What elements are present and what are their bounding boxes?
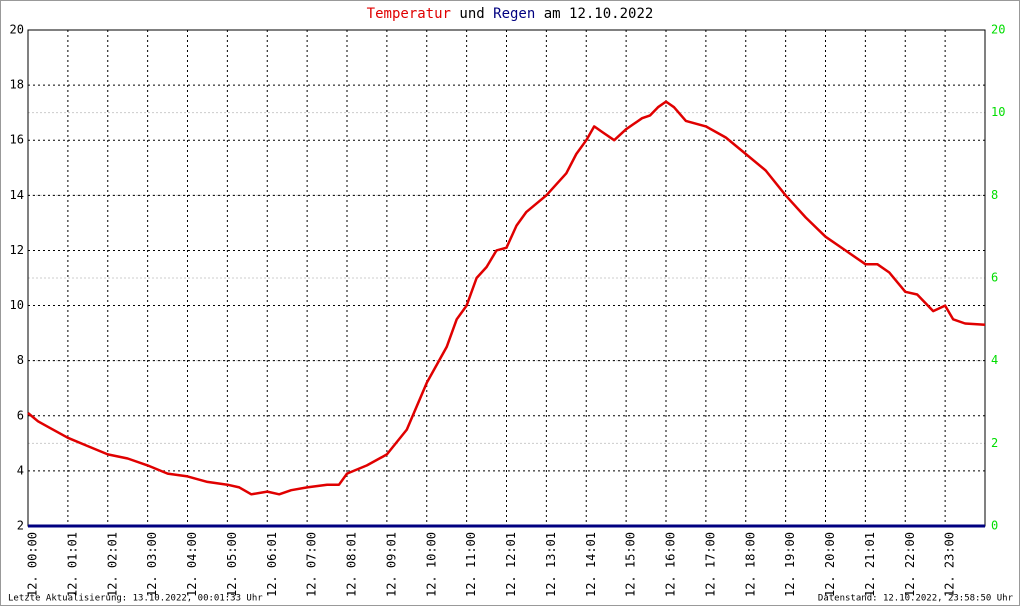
y-tick-label: 20 [10, 23, 24, 37]
title-part: Temperatur [367, 6, 451, 22]
title-part: am 12.10.2022 [544, 6, 654, 22]
y-tick-label: 2 [17, 519, 24, 533]
y-tick-label: 16 [10, 133, 24, 147]
chart-title: Temperatur und Regen am 12.10.2022 [367, 6, 654, 22]
x-tick-label: 12. 05:00 [225, 532, 239, 597]
x-tick-label: 12. 12:01 [504, 532, 518, 597]
x-tick-label: 12. 00:00 [26, 532, 40, 597]
x-tick-label: 12. 04:00 [185, 532, 199, 597]
y2-tick-label: 10 [991, 105, 1005, 119]
y-tick-label: 4 [17, 463, 24, 477]
x-tick-label: 12. 14:01 [584, 532, 598, 597]
y2-tick-label: 20 [991, 23, 1005, 37]
footer-left: Letzte Aktualisierung: 13.10.2022, 00:01… [8, 594, 263, 604]
y-tick-label: 14 [10, 188, 24, 202]
x-tick-label: 12. 07:00 [305, 532, 319, 597]
x-tick-label: 12. 06:01 [265, 532, 279, 597]
x-tick-label: 12. 13:01 [544, 532, 558, 597]
y2-tick-label: 4 [991, 353, 998, 367]
x-tick-label: 12. 17:00 [703, 532, 717, 597]
title-part: Regen [493, 6, 535, 22]
y2-tick-label: 8 [991, 188, 998, 202]
x-tick-label: 12. 10:00 [424, 532, 438, 597]
x-tick-label: 12. 23:00 [943, 532, 957, 597]
y-tick-label: 12 [10, 243, 24, 257]
footer-right: Datenstand: 12.10.2022, 23:58:50 Uhr [818, 594, 1014, 604]
x-tick-label: 12. 11:00 [464, 532, 478, 597]
x-tick-label: 12. 20:00 [823, 532, 837, 597]
x-tick-label: 12. 18:00 [743, 532, 757, 597]
y-tick-label: 6 [17, 408, 24, 422]
y2-tick-label: 0 [991, 519, 998, 533]
x-tick-label: 12. 22:00 [903, 532, 917, 597]
x-tick-label: 12. 16:00 [664, 532, 678, 597]
y-tick-label: 18 [10, 78, 24, 92]
x-tick-label: 12. 01:01 [65, 532, 79, 597]
y2-tick-label: 2 [991, 436, 998, 450]
y-tick-label: 10 [10, 298, 24, 312]
x-tick-label: 12. 19:00 [783, 532, 797, 597]
x-tick-label: 12. 09:01 [384, 532, 398, 597]
x-tick-label: 12. 02:01 [105, 532, 119, 597]
x-tick-label: 12. 15:00 [624, 532, 638, 597]
x-tick-label: 12. 03:00 [145, 532, 159, 597]
y-tick-label: 8 [17, 353, 24, 367]
x-tick-label: 12. 08:01 [345, 532, 359, 597]
y2-tick-label: 6 [991, 271, 998, 285]
data-line [27, 100, 986, 496]
title-part: und [459, 6, 484, 22]
x-tick-label: 12. 21:01 [863, 532, 877, 597]
